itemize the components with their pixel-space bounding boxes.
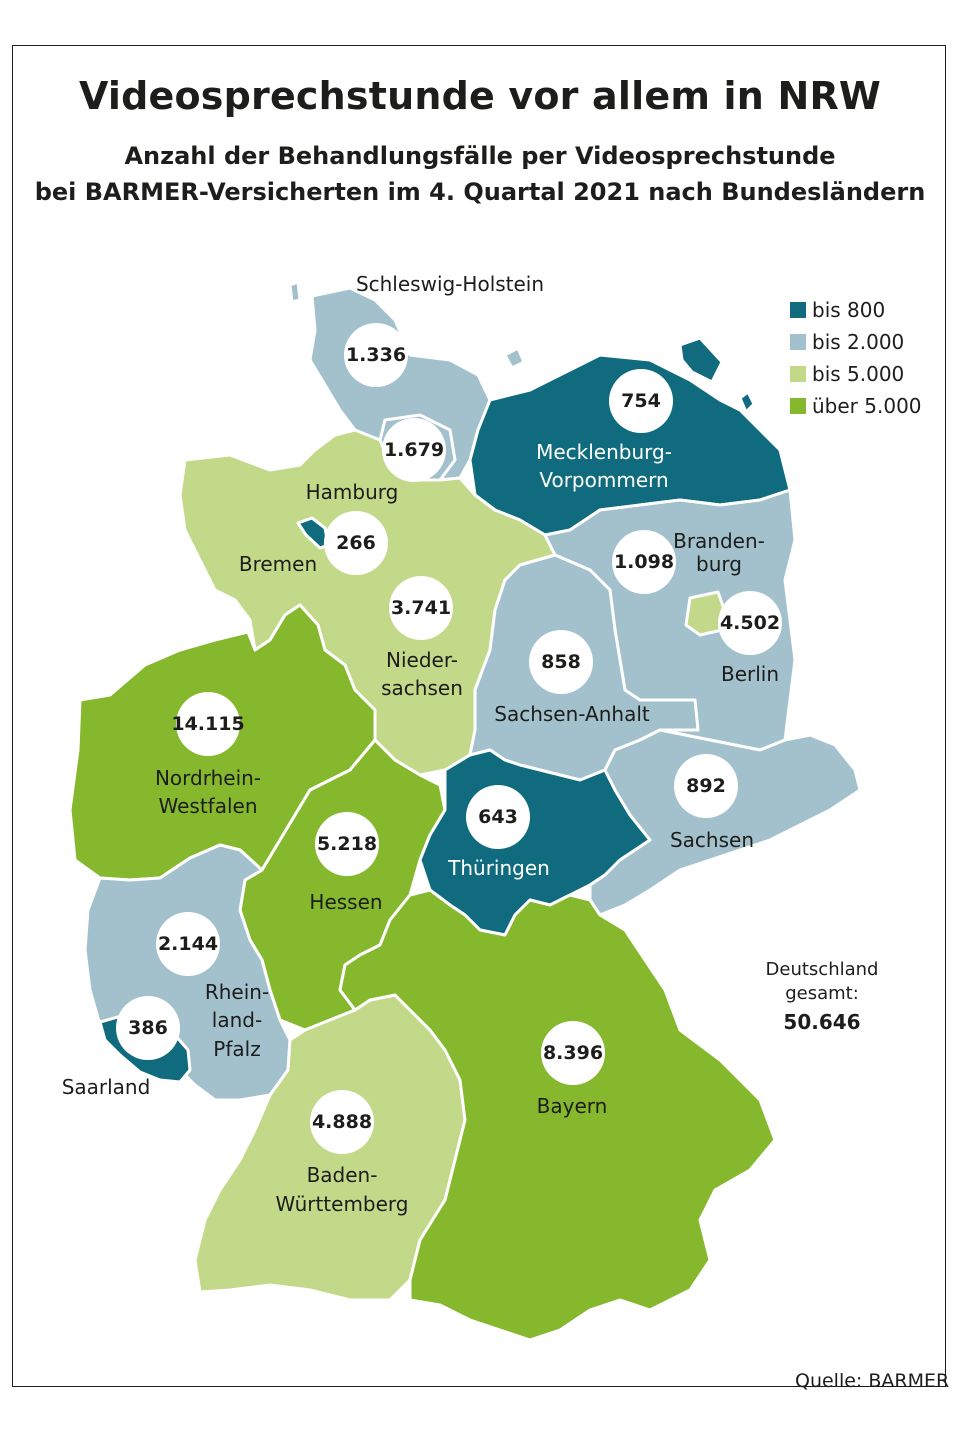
label-brandenburg-2: burg <box>696 552 742 576</box>
legend-swatch <box>790 334 806 350</box>
legend-label: bis 800 <box>812 298 886 322</box>
region-schleswig-holstein-island <box>288 280 302 304</box>
value-baden-wuerttemberg: 4.888 <box>310 1090 374 1154</box>
total-label: Deutschland gesamt: <box>752 958 892 1006</box>
label-berlin: Berlin <box>720 662 780 686</box>
value-mecklenburg-vorpommern: 754 <box>609 369 673 433</box>
label-nordrhein-westfalen-1: Nordrhein- <box>154 766 262 790</box>
legend-label: bis 2.000 <box>812 330 905 354</box>
subtitle-line-2: bei BARMER-Versicherten im 4. Quartal 20… <box>34 178 926 206</box>
value-nordrhein-westfalen: 14.115 <box>171 692 245 756</box>
legend-item: bis 5.000 <box>790 358 922 390</box>
legend-swatch <box>790 398 806 414</box>
total-value: 50.646 <box>783 1010 861 1034</box>
label-hessen: Hessen <box>309 890 383 914</box>
legend-item: bis 800 <box>790 294 922 326</box>
value-brandenburg: 1.098 <box>612 530 676 594</box>
label-mecklenburg-vorpommern-2: Vorpommern <box>539 468 669 492</box>
value-hessen: 5.218 <box>315 812 379 876</box>
label-niedersachsen-2: sachsen <box>381 676 463 700</box>
legend: bis 800 bis 2.000 bis 5.000 über 5.000 <box>790 294 922 422</box>
region-schleswig-holstein-islet <box>503 346 526 370</box>
value-niedersachsen: 3.741 <box>389 576 453 640</box>
label-brandenburg-1: Branden- <box>673 529 765 553</box>
subtitle-line-1: Anzahl der Behandlungsfälle per Videospr… <box>124 142 836 170</box>
label-bayern: Bayern <box>536 1094 608 1118</box>
label-hamburg: Hamburg <box>305 480 399 504</box>
region-sachsen <box>588 728 862 917</box>
label-baden-wuerttemberg-2: Württemberg <box>275 1192 409 1216</box>
label-nordrhein-westfalen-2: Westfalen <box>158 794 258 818</box>
value-bayern: 8.396 <box>541 1021 605 1085</box>
label-rheinland-pfalz-1: Rhein- <box>204 980 270 1004</box>
label-rheinland-pfalz-3: Pfalz <box>213 1037 261 1061</box>
legend-swatch <box>790 366 806 382</box>
label-thueringen: Thüringen <box>448 856 550 880</box>
value-saarland: 386 <box>116 996 180 1060</box>
value-thueringen: 643 <box>466 785 530 849</box>
source-note: Quelle: BARMER <box>795 1370 950 1392</box>
page-title: Videosprechstunde vor allem in NRW <box>78 74 882 118</box>
legend-item: bis 2.000 <box>790 326 922 358</box>
region-mecklenburg-vorpommern-islet <box>738 390 756 414</box>
legend-label: über 5.000 <box>812 394 922 418</box>
total-label-line-1: Deutschland <box>765 959 879 980</box>
value-bremen: 266 <box>324 511 388 575</box>
value-sachsen-anhalt: 858 <box>529 630 593 694</box>
chart-frame <box>12 45 946 1387</box>
label-mecklenburg-vorpommern-1: Mecklenburg- <box>536 440 672 464</box>
value-rheinland-pfalz: 2.144 <box>156 912 220 976</box>
value-berlin: 4.502 <box>718 591 782 655</box>
region-mecklenburg-vorpommern-island <box>678 336 724 384</box>
label-bremen: Bremen <box>238 552 318 576</box>
label-niedersachsen-1: Nieder- <box>386 648 458 672</box>
region-bayern <box>338 888 777 1342</box>
label-saarland: Saarland <box>61 1075 151 1099</box>
label-sachsen: Sachsen <box>669 828 755 852</box>
label-rheinland-pfalz-2: land- <box>211 1008 263 1032</box>
legend-swatch <box>790 302 806 318</box>
value-hamburg: 1.679 <box>382 418 446 482</box>
value-schleswig-holstein: 1.336 <box>344 323 408 387</box>
label-baden-wuerttemberg-1: Baden- <box>306 1163 378 1187</box>
value-sachsen: 892 <box>674 754 738 818</box>
total-label-line-2: gesamt: <box>785 983 859 1004</box>
label-sachsen-anhalt: Sachsen-Anhalt <box>494 702 650 726</box>
legend-label: bis 5.000 <box>812 362 905 386</box>
label-schleswig-holstein: Schleswig-Holstein <box>355 272 545 296</box>
legend-item: über 5.000 <box>790 390 922 422</box>
